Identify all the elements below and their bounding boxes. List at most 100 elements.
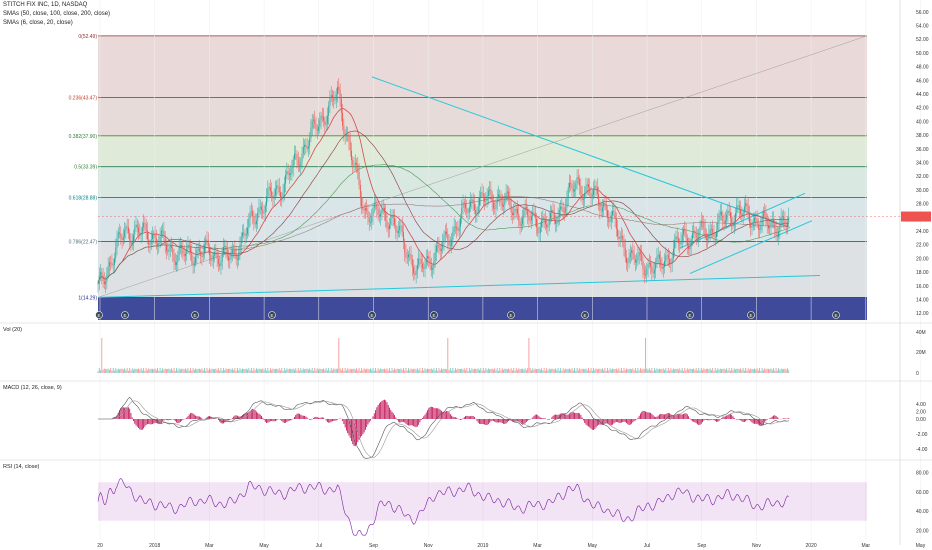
volume-bar bbox=[383, 368, 385, 373]
candle-body bbox=[435, 245, 437, 253]
macd-hist-bar bbox=[463, 417, 465, 419]
candle-body bbox=[205, 239, 207, 245]
macd-hist-bar bbox=[453, 417, 455, 419]
volume-bar bbox=[167, 368, 169, 373]
volume-bar bbox=[172, 370, 174, 373]
macd-hist-bar bbox=[219, 419, 221, 422]
macd-hist-bar bbox=[704, 419, 706, 420]
volume-bar bbox=[186, 369, 188, 373]
candle-body bbox=[750, 222, 752, 228]
macd-hist-bar bbox=[356, 419, 357, 445]
volume-bar bbox=[581, 368, 583, 373]
volume-bar bbox=[733, 368, 735, 373]
candle-body bbox=[160, 230, 162, 237]
volume-bar bbox=[192, 368, 194, 373]
macd-hist-bar bbox=[373, 413, 375, 419]
candle-body bbox=[736, 205, 738, 214]
macd-hist-bar bbox=[268, 419, 270, 423]
macd-hist-bar bbox=[765, 419, 767, 421]
macd-hist-bar bbox=[713, 419, 715, 421]
candle-body bbox=[752, 221, 754, 227]
macd-hist-bar bbox=[515, 419, 517, 422]
volume-bar bbox=[680, 370, 682, 373]
candle-body bbox=[155, 238, 157, 244]
volume-bar bbox=[461, 368, 463, 373]
macd-hist-bar bbox=[756, 419, 758, 425]
volume-bar bbox=[209, 368, 210, 373]
candle-body bbox=[351, 150, 352, 161]
volume-bar bbox=[376, 370, 378, 373]
candle-body bbox=[589, 187, 591, 194]
volume-bar bbox=[112, 368, 114, 373]
macd-hist-bar bbox=[443, 411, 445, 419]
macd-hist-bar bbox=[473, 416, 475, 419]
candle-body bbox=[307, 146, 309, 149]
candle-body bbox=[235, 253, 237, 259]
volume-bar bbox=[657, 369, 659, 373]
candle-body bbox=[375, 202, 377, 204]
volume-bar bbox=[636, 370, 638, 373]
candle-body bbox=[569, 182, 570, 188]
candle-body bbox=[434, 252, 436, 262]
macd-hist-bar bbox=[452, 416, 454, 419]
volume-bar bbox=[103, 368, 105, 373]
volume-bar bbox=[434, 370, 436, 373]
volume-bar bbox=[514, 370, 516, 373]
volume-bar bbox=[177, 370, 179, 373]
volume-bar bbox=[114, 370, 115, 373]
macd-hist-bar bbox=[357, 419, 359, 443]
macd-hist-bar bbox=[401, 419, 403, 422]
candle-body bbox=[391, 215, 393, 218]
candle-body bbox=[496, 196, 498, 204]
macd-hist-bar bbox=[435, 408, 437, 419]
volume-bar bbox=[775, 368, 777, 373]
candle-body bbox=[200, 251, 202, 256]
candle-body bbox=[141, 227, 143, 234]
volume-bar bbox=[263, 369, 265, 373]
candle-body bbox=[269, 187, 271, 192]
macd-hist-bar bbox=[148, 419, 150, 424]
candle-body bbox=[470, 200, 472, 208]
volume-bar bbox=[100, 370, 101, 373]
volume-bar bbox=[267, 368, 269, 373]
candle-body bbox=[785, 225, 787, 227]
candle-body bbox=[618, 236, 620, 239]
volume-bar bbox=[155, 370, 157, 373]
volume-bar bbox=[506, 369, 508, 373]
volume-bar bbox=[622, 370, 624, 373]
candle-body bbox=[267, 188, 269, 197]
candle-body bbox=[534, 212, 536, 219]
macd-hist-bar bbox=[620, 419, 622, 423]
macd-hist-bar bbox=[589, 419, 591, 428]
candle-body bbox=[475, 210, 477, 215]
candle-body bbox=[566, 197, 568, 208]
candle-body bbox=[627, 262, 629, 264]
candle-body bbox=[319, 120, 321, 127]
volume-bar bbox=[609, 368, 611, 373]
candle-body bbox=[574, 189, 575, 192]
candle-body bbox=[139, 232, 141, 236]
volume-bar bbox=[760, 370, 762, 373]
candle-body bbox=[168, 248, 170, 252]
candle-body bbox=[283, 183, 285, 193]
volume-bar bbox=[239, 368, 241, 373]
macd-hist-bar bbox=[726, 416, 728, 419]
macd-hist-bar bbox=[326, 419, 328, 423]
volume-bar bbox=[686, 368, 688, 373]
volume-bar bbox=[377, 368, 379, 373]
macd-hist-bar bbox=[377, 405, 379, 419]
volume-bar bbox=[359, 370, 361, 373]
macd-hist-bar bbox=[165, 419, 167, 420]
volume-bar bbox=[345, 370, 347, 373]
fib-zone bbox=[98, 135, 867, 167]
candle-body bbox=[471, 199, 473, 201]
macd-hist-bar bbox=[736, 419, 738, 420]
volume-bar bbox=[632, 368, 634, 373]
volume-bar bbox=[207, 370, 209, 373]
macd-hist-bar bbox=[613, 419, 615, 424]
macd-hist-bar bbox=[205, 418, 207, 419]
macd-hist-bar bbox=[224, 419, 226, 423]
volume-bar bbox=[190, 368, 191, 373]
